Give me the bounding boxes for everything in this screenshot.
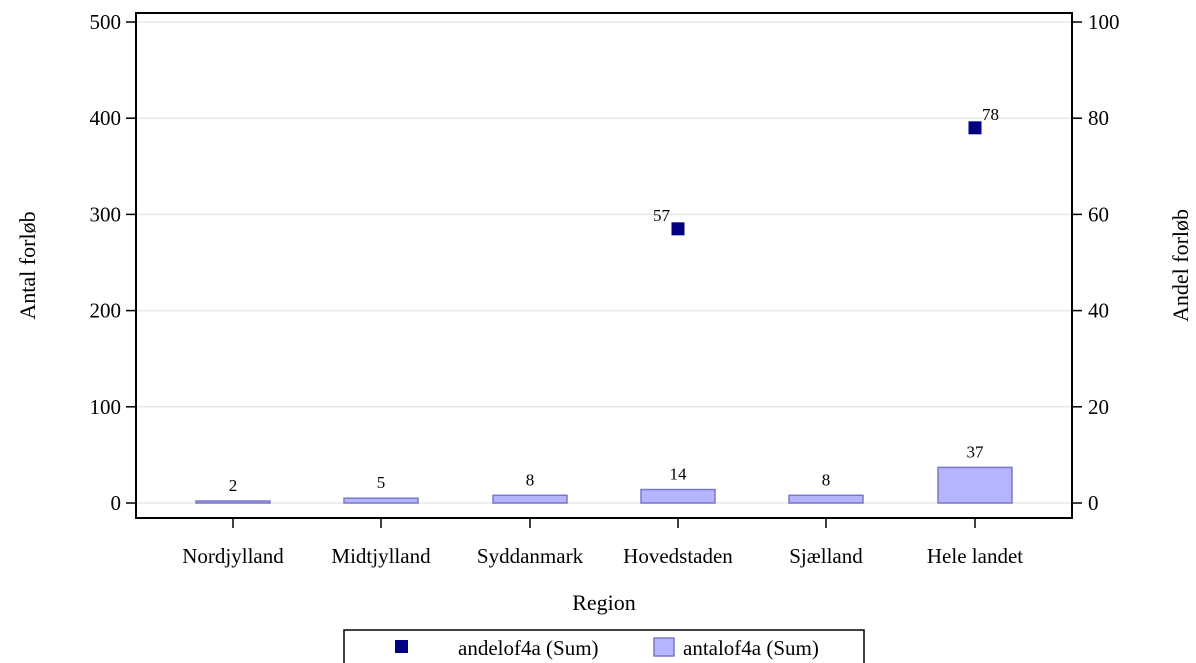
scatter-point: [968, 121, 982, 135]
y-right-tick-label: 100: [1088, 10, 1120, 34]
y-axis-right-title: Andel forløb: [1168, 209, 1193, 322]
legend: andelof4a (Sum) antalof4a (Sum): [343, 629, 865, 663]
bar: [788, 494, 864, 504]
legend-label-antalof4a: antalof4a (Sum): [683, 636, 819, 660]
x-tick-label: Sjælland: [789, 544, 863, 568]
y-axis-left-title: Antal forløb: [15, 211, 40, 319]
point-data-label: 57: [653, 206, 671, 225]
y-right-tick-label: 80: [1088, 106, 1109, 130]
bar: [195, 500, 271, 504]
x-tick-label: Midtjylland: [331, 544, 431, 568]
y-left-tick-label: 500: [90, 10, 122, 34]
x-axis-title: Region: [572, 590, 636, 615]
bar-data-label: 8: [822, 470, 831, 489]
legend-swatch-antalof4a: [653, 637, 675, 657]
x-tick-label: Hovedstaden: [623, 544, 733, 568]
bar: [937, 466, 1013, 504]
bar-data-label: 2: [229, 476, 238, 495]
bar-data-label: 37: [967, 442, 985, 461]
legend-box: [343, 629, 865, 663]
y-left-tick-label: 200: [90, 299, 122, 323]
y-right-tick-label: 0: [1088, 491, 1099, 515]
y-left-tick-label: 100: [90, 395, 122, 419]
y-right-tick-label: 20: [1088, 395, 1109, 419]
legend-label-andelof4a: andelof4a (Sum): [458, 636, 599, 660]
y-right-tick-label: 40: [1088, 299, 1109, 323]
axes: 0 100 200 300 400 500 0 20 40 60 80 100 Nordjylland M…: [90, 10, 1120, 568]
y-right-tick-label: 60: [1088, 202, 1109, 226]
bar-data-label: 5: [377, 473, 386, 492]
bar-series: 2 5 8 14 8 37: [195, 442, 1013, 504]
bar-data-label: 8: [526, 470, 535, 489]
bar-data-label: 14: [670, 465, 688, 484]
bar: [640, 488, 716, 504]
scatter-point: [671, 222, 685, 236]
plot-frame: [135, 12, 1073, 519]
x-tick-label: Nordjylland: [182, 544, 284, 568]
scatter-series: 57 78: [653, 105, 999, 236]
y-left-tick-label: 400: [90, 106, 122, 130]
bar: [492, 494, 568, 504]
x-tick-label: Hele landet: [927, 544, 1023, 568]
x-tick-label: Syddanmark: [477, 544, 584, 568]
grid-lines: [136, 21, 1072, 504]
y-left-tick-label: 0: [111, 491, 122, 515]
point-data-label: 78: [982, 105, 999, 124]
y-left-tick-label: 300: [90, 202, 122, 226]
bar: [343, 497, 419, 504]
legend-marker-andelof4a: [395, 640, 408, 653]
